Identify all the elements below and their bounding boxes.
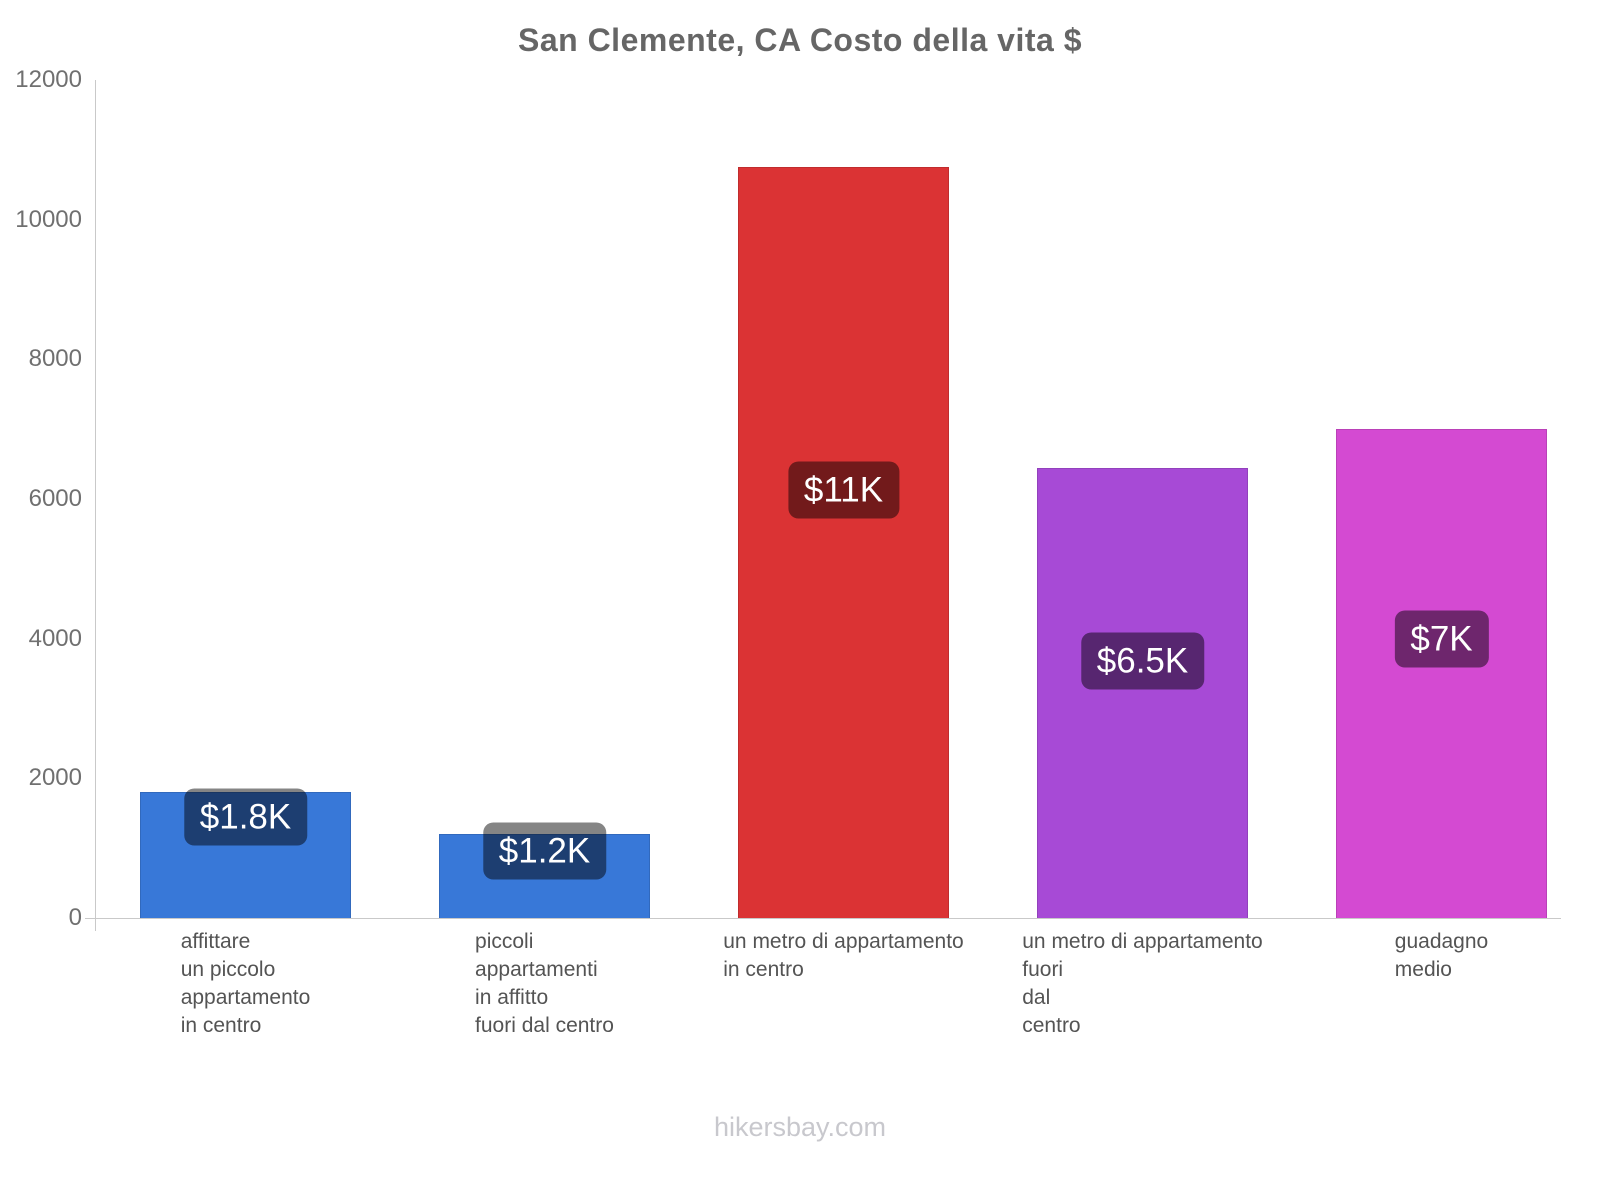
bar-value-label: $7K [1394, 610, 1489, 668]
y-axis-tick-label: 10000 [15, 205, 82, 233]
x-category-label: affittare un piccolo appartamento in cen… [180, 930, 311, 1037]
x-category-label: un metro di appartamento in centro [723, 930, 964, 981]
bar[interactable] [738, 167, 949, 918]
x-category-slot: piccoli appartamenti in affitto fuori da… [395, 918, 694, 1058]
bar[interactable] [140, 792, 351, 918]
bar[interactable] [439, 834, 650, 918]
x-category-label: guadagno medio [1394, 930, 1489, 981]
bar[interactable] [1336, 429, 1547, 918]
plot-area: 0 2000 4000 6000 8000 10000 12000 $1.8K $1.2K $1… [15, 66, 1561, 1037]
x-category-slot: affittare un piccolo appartamento in cen… [96, 918, 395, 1058]
bar[interactable] [1037, 468, 1248, 918]
y-axis-tick-label: 6000 [28, 485, 82, 512]
chart-title: San Clemente, CA Costo della vita $ [517, 22, 1082, 58]
x-category-label: piccoli appartamenti in affitto fuori da… [475, 930, 614, 1037]
bar-value-label: $1.2K [482, 822, 607, 880]
y-axis-tick-label: 12000 [15, 66, 82, 93]
x-category-slot: guadagno medio [1292, 918, 1591, 1058]
x-category-slot: un metro di appartamento fuori dal centr… [993, 918, 1292, 1058]
x-axis-labels: affittare un piccolo appartamento in cen… [96, 918, 1591, 1058]
bar-value-label: $1.8K [183, 788, 308, 846]
y-axis-tick-label: 2000 [28, 764, 82, 792]
y-axis-line-tail [95, 919, 96, 931]
watermark: hikersbay.com [713, 1112, 887, 1142]
x-category-slot: un metro di appartamento in centro [694, 918, 993, 1058]
bar-value-label: $11K [787, 461, 900, 519]
x-category-label: un metro di appartamento fuori dal centr… [1022, 930, 1263, 1037]
zero-tick-mark [85, 918, 96, 919]
bar-value-label: $6.5K [1080, 632, 1205, 690]
y-axis-tick-label: 0 [68, 904, 82, 931]
y-axis-tick-label: 8000 [28, 345, 82, 373]
y-axis-tick-label: 4000 [28, 624, 82, 652]
